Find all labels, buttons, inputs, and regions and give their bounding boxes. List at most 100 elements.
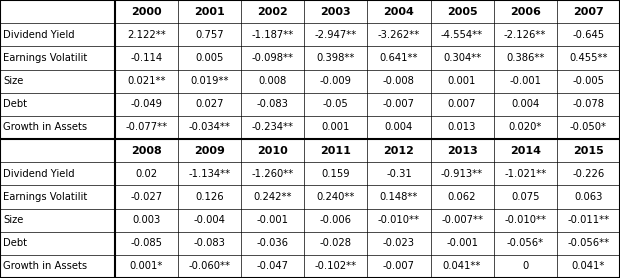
Text: 2006: 2006: [510, 7, 541, 17]
Text: -0.645: -0.645: [572, 30, 604, 40]
Text: -0.034**: -0.034**: [188, 122, 231, 132]
Bar: [241, 116, 304, 139]
Text: 0.008: 0.008: [259, 76, 287, 86]
Bar: [304, 0, 368, 23]
Bar: [430, 232, 494, 255]
Bar: [557, 116, 620, 139]
Text: 0.304**: 0.304**: [443, 53, 481, 63]
Text: 0.013: 0.013: [448, 122, 476, 132]
Text: 2.122**: 2.122**: [127, 30, 166, 40]
Bar: [557, 232, 620, 255]
Text: 2014: 2014: [510, 146, 541, 156]
Bar: [304, 116, 368, 139]
Text: -0.114: -0.114: [130, 53, 162, 63]
Bar: [494, 93, 557, 116]
Bar: [494, 208, 557, 232]
Text: -0.056*: -0.056*: [507, 238, 544, 248]
Bar: [304, 93, 368, 116]
Bar: [115, 116, 178, 139]
Bar: [241, 46, 304, 70]
Bar: [368, 208, 430, 232]
Text: 2001: 2001: [194, 7, 225, 17]
Text: Dividend Yield: Dividend Yield: [3, 169, 74, 179]
Bar: [368, 0, 430, 23]
Text: -1.260**: -1.260**: [252, 169, 294, 179]
Text: -0.226: -0.226: [572, 169, 604, 179]
Text: -0.011**: -0.011**: [567, 215, 609, 225]
Bar: [430, 70, 494, 93]
Text: 0.159: 0.159: [322, 169, 350, 179]
Bar: [557, 162, 620, 185]
Text: -0.234**: -0.234**: [252, 122, 294, 132]
Text: -0.004: -0.004: [193, 215, 226, 225]
Bar: [494, 185, 557, 208]
Bar: [430, 93, 494, 116]
Text: Debt: Debt: [3, 238, 27, 248]
Text: 0.003: 0.003: [133, 215, 161, 225]
Bar: [178, 208, 241, 232]
Bar: [368, 23, 430, 46]
Text: -0.083: -0.083: [193, 238, 226, 248]
Bar: [494, 116, 557, 139]
Bar: [368, 46, 430, 70]
Bar: [557, 185, 620, 208]
Bar: [115, 93, 178, 116]
Text: -0.005: -0.005: [572, 76, 604, 86]
Text: -0.102**: -0.102**: [315, 261, 357, 271]
Text: -0.007: -0.007: [383, 261, 415, 271]
Text: 2015: 2015: [573, 146, 604, 156]
Bar: [115, 162, 178, 185]
Bar: [557, 23, 620, 46]
Text: 0.041*: 0.041*: [572, 261, 605, 271]
Text: Size: Size: [3, 215, 24, 225]
Text: Growth in Assets: Growth in Assets: [3, 261, 87, 271]
Text: 2013: 2013: [446, 146, 477, 156]
Text: 0.240**: 0.240**: [317, 192, 355, 202]
Bar: [178, 232, 241, 255]
Text: 2003: 2003: [321, 7, 351, 17]
Bar: [304, 232, 368, 255]
Text: 2005: 2005: [447, 7, 477, 17]
Bar: [115, 23, 178, 46]
Bar: [557, 208, 620, 232]
Text: 0.007: 0.007: [448, 99, 476, 109]
Text: -0.05: -0.05: [323, 99, 348, 109]
Text: 2008: 2008: [131, 146, 162, 156]
Bar: [304, 185, 368, 208]
Text: 0.641**: 0.641**: [379, 53, 419, 63]
Text: 0.005: 0.005: [195, 53, 224, 63]
Text: -0.036: -0.036: [257, 238, 289, 248]
Bar: [178, 23, 241, 46]
Bar: [368, 116, 430, 139]
Text: -0.083: -0.083: [257, 99, 289, 109]
Bar: [178, 46, 241, 70]
Text: 2004: 2004: [384, 7, 414, 17]
Bar: [178, 116, 241, 139]
Text: 0.398**: 0.398**: [317, 53, 355, 63]
Bar: [178, 0, 241, 23]
Bar: [494, 162, 557, 185]
Bar: [368, 185, 430, 208]
Bar: [115, 46, 178, 70]
Text: 0.001*: 0.001*: [130, 261, 163, 271]
Text: -0.008: -0.008: [383, 76, 415, 86]
Bar: [0, 208, 115, 232]
Bar: [430, 23, 494, 46]
Bar: [241, 70, 304, 93]
Text: 0.126: 0.126: [195, 192, 224, 202]
Text: 0.041**: 0.041**: [443, 261, 481, 271]
Text: 2002: 2002: [257, 7, 288, 17]
Text: -1.134**: -1.134**: [188, 169, 231, 179]
Bar: [304, 46, 368, 70]
Text: -0.078: -0.078: [572, 99, 604, 109]
Bar: [0, 139, 115, 162]
Text: -0.085: -0.085: [131, 238, 162, 248]
Bar: [304, 23, 368, 46]
Text: 0.757: 0.757: [195, 30, 224, 40]
Text: -0.009: -0.009: [320, 76, 352, 86]
Bar: [430, 255, 494, 278]
Text: -1.187**: -1.187**: [252, 30, 294, 40]
Text: 0.001: 0.001: [322, 122, 350, 132]
Bar: [241, 162, 304, 185]
Text: -1.021**: -1.021**: [504, 169, 546, 179]
